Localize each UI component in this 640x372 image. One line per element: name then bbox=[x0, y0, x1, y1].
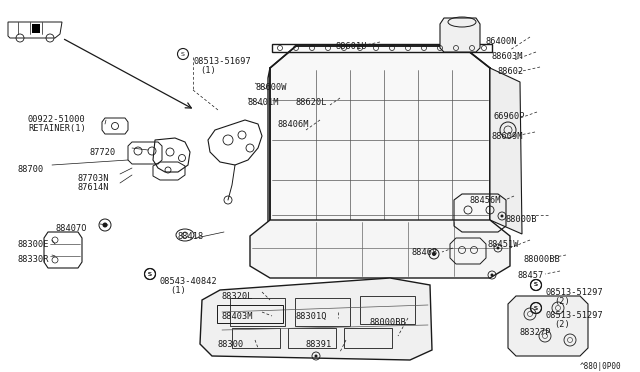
Text: 88327P: 88327P bbox=[520, 328, 552, 337]
Bar bbox=[232, 328, 280, 348]
Text: 88407O: 88407O bbox=[55, 224, 86, 233]
Text: 87720: 87720 bbox=[89, 148, 115, 157]
Text: 88000BB: 88000BB bbox=[370, 318, 407, 327]
Polygon shape bbox=[440, 18, 480, 52]
Text: 88601U: 88601U bbox=[336, 42, 367, 51]
Text: (2): (2) bbox=[554, 320, 570, 329]
Bar bbox=[217, 305, 283, 323]
Text: 86400N: 86400N bbox=[486, 37, 518, 46]
Text: 87703N: 87703N bbox=[77, 174, 109, 183]
Text: 88301Q: 88301Q bbox=[296, 312, 328, 321]
Circle shape bbox=[500, 215, 504, 218]
Bar bbox=[295, 298, 350, 326]
Polygon shape bbox=[250, 220, 510, 278]
Bar bbox=[272, 44, 492, 52]
Circle shape bbox=[314, 355, 317, 357]
Bar bbox=[344, 328, 392, 348]
Polygon shape bbox=[200, 278, 432, 360]
Polygon shape bbox=[490, 68, 522, 234]
Text: 88330R: 88330R bbox=[17, 255, 49, 264]
Circle shape bbox=[490, 273, 493, 276]
Text: (1): (1) bbox=[200, 66, 216, 75]
Text: 08543-40842: 08543-40842 bbox=[160, 277, 218, 286]
Text: 88000B: 88000B bbox=[506, 215, 538, 224]
Text: S: S bbox=[534, 282, 538, 288]
Text: 08513-51697: 08513-51697 bbox=[193, 57, 251, 66]
Text: S: S bbox=[181, 51, 185, 57]
Text: 08513-51297: 08513-51297 bbox=[546, 311, 604, 320]
Text: 88603M: 88603M bbox=[492, 52, 524, 61]
Text: 88401M: 88401M bbox=[248, 98, 280, 107]
Text: 87614N: 87614N bbox=[77, 183, 109, 192]
Text: 88451W: 88451W bbox=[488, 240, 520, 249]
Text: 88620L: 88620L bbox=[296, 98, 328, 107]
Polygon shape bbox=[270, 46, 490, 240]
Circle shape bbox=[497, 247, 499, 250]
Text: 88602: 88602 bbox=[498, 67, 524, 76]
Text: (1): (1) bbox=[170, 286, 186, 295]
Text: 88468: 88468 bbox=[411, 248, 437, 257]
Text: 88456M: 88456M bbox=[470, 196, 502, 205]
Text: S: S bbox=[534, 305, 538, 311]
Polygon shape bbox=[508, 296, 588, 356]
Bar bbox=[360, 296, 415, 324]
Text: S: S bbox=[534, 282, 538, 288]
Text: 88406M: 88406M bbox=[278, 120, 310, 129]
Text: 00922-51000: 00922-51000 bbox=[28, 115, 86, 124]
Text: S: S bbox=[148, 272, 152, 276]
Text: 88609M: 88609M bbox=[492, 132, 524, 141]
Text: 88600W: 88600W bbox=[255, 83, 287, 92]
Text: 88457: 88457 bbox=[518, 271, 544, 280]
Text: 88300E: 88300E bbox=[17, 240, 49, 249]
Text: S: S bbox=[534, 305, 538, 311]
Text: ^880|0P00: ^880|0P00 bbox=[580, 362, 621, 371]
Text: 88320L: 88320L bbox=[222, 292, 253, 301]
Text: 88418: 88418 bbox=[178, 232, 204, 241]
Bar bbox=[230, 298, 285, 326]
Text: 88391: 88391 bbox=[306, 340, 332, 349]
Bar bbox=[32, 24, 40, 33]
Text: 88403M: 88403M bbox=[222, 312, 253, 321]
Text: S: S bbox=[148, 272, 152, 276]
Bar bbox=[288, 328, 336, 348]
Text: 88700: 88700 bbox=[17, 165, 44, 174]
Text: 88000BB: 88000BB bbox=[524, 255, 561, 264]
Circle shape bbox=[432, 252, 436, 256]
Circle shape bbox=[102, 222, 108, 228]
Text: 08513-51297: 08513-51297 bbox=[546, 288, 604, 297]
Text: (2): (2) bbox=[554, 297, 570, 306]
Text: RETAINER(1): RETAINER(1) bbox=[28, 124, 86, 133]
Text: 88300: 88300 bbox=[218, 340, 244, 349]
Text: 66960P: 66960P bbox=[494, 112, 525, 121]
